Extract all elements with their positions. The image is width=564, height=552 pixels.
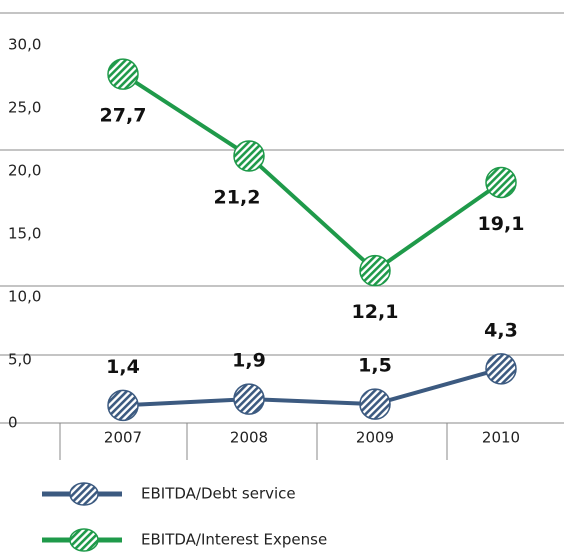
data-label: 27,7 [100, 105, 147, 127]
point-marker [107, 58, 139, 90]
series-line [121, 72, 503, 274]
x-tick-label: 2008 [230, 429, 268, 447]
x-tick-label: 2009 [356, 429, 394, 447]
point-marker [233, 383, 265, 415]
data-label: 1,4 [106, 356, 140, 378]
y-tick-label: 15,0 [8, 225, 41, 243]
point-marker [485, 353, 517, 385]
data-label: 12,1 [352, 301, 399, 323]
legend-label: EBITDA/Debt service [141, 485, 296, 503]
legend-marker [69, 528, 99, 552]
y-tick-label: 20,0 [8, 162, 41, 180]
legend-label: EBITDA/Interest Expense [141, 531, 327, 549]
data-label: 4,3 [484, 319, 518, 341]
x-tick-label: 2010 [482, 429, 520, 447]
legend-marker [69, 482, 99, 506]
y-tick-label: 10,0 [8, 288, 41, 306]
point-marker [485, 166, 517, 199]
y-tick-label: 30,0 [8, 36, 41, 54]
point-marker [359, 254, 391, 287]
data-label: 21,2 [214, 187, 261, 209]
point-marker [107, 389, 139, 422]
series-line [122, 366, 502, 408]
data-label: 19,1 [478, 213, 525, 235]
y-tick-label: 25,0 [8, 99, 41, 117]
point-marker [359, 388, 391, 420]
data-label: 1,5 [358, 355, 392, 377]
y-tick-label: 5,0 [8, 351, 32, 369]
x-tick-label: 2007 [104, 429, 142, 447]
y-tick-label: 0 [8, 414, 18, 432]
point-marker [233, 140, 265, 172]
data-label: 1,9 [232, 350, 266, 372]
